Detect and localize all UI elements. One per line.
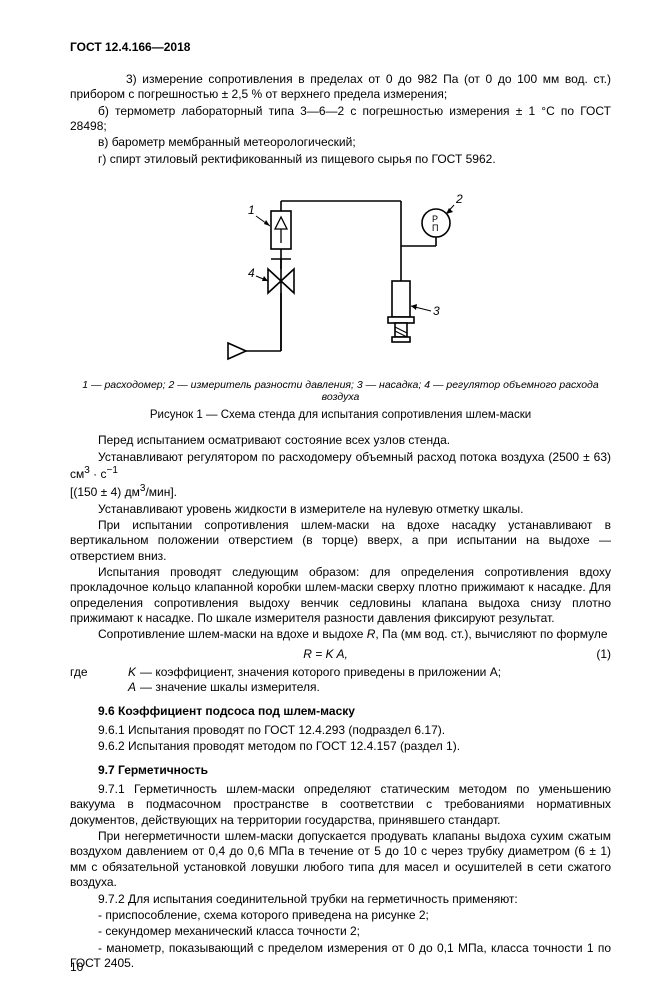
paragraph: в) барометр мембранный метеорологический… xyxy=(70,135,611,150)
superscript: −1 xyxy=(106,465,117,476)
where-line: A — значение шкалы измерителя. xyxy=(70,680,611,695)
diagram-parts-caption: 1 — расходомер; 2 — измеритель разности … xyxy=(70,379,611,403)
svg-text:4: 4 xyxy=(248,266,255,280)
where-line: где K — коэффициент, значения которого п… xyxy=(70,665,611,680)
paragraph: 9.7.2 Для испытания соединительной трубк… xyxy=(70,892,611,907)
page: ГОСТ 12.4.166—2018 3) измерение сопротив… xyxy=(0,0,661,1002)
formula-expr: R = K A, xyxy=(70,647,581,661)
text-run: Сопротивление шлем-маски на вдохе и выдо… xyxy=(98,627,367,641)
svg-text:1: 1 xyxy=(248,203,255,217)
text-run: /мин]. xyxy=(145,485,177,499)
paragraph: При испытании сопротивления шлем-маски н… xyxy=(70,518,611,564)
svg-text:3: 3 xyxy=(433,304,440,318)
list-item: - приспособление, схема которого приведе… xyxy=(70,908,611,923)
diagram-title: Рисунок 1 — Схема стенда для испытания с… xyxy=(70,409,611,421)
paragraph: Сопротивление шлем-маски на вдохе и выдо… xyxy=(70,627,611,642)
paragraph: 9.6.1 Испытания проводят по ГОСТ 12.4.29… xyxy=(70,723,611,738)
formula-number: (1) xyxy=(581,647,611,661)
section-heading: 9.7 Герметичность xyxy=(70,763,611,778)
where-prefix: где xyxy=(70,665,98,680)
text-run: [(150 ± 4) дм xyxy=(70,485,140,499)
list-item: - секундомер механический класса точност… xyxy=(70,924,611,939)
where-text: — значение шкалы измерителя. xyxy=(140,680,320,695)
where-text: — коэффициент, значения которого приведе… xyxy=(140,665,501,680)
gost-header: ГОСТ 12.4.166—2018 xyxy=(70,40,611,54)
where-sym: A xyxy=(98,680,140,695)
where-sym: K xyxy=(98,665,140,680)
text-run: Устанавливают регулятором по расходомеру… xyxy=(70,450,611,481)
paragraph: Испытания проводят следующим образом: дл… xyxy=(70,565,611,626)
paragraph: Перед испытанием осматривают состояние в… xyxy=(70,433,611,448)
paragraph: 3) измерение сопротивления в пределах от… xyxy=(70,72,611,103)
page-number: 10 xyxy=(70,960,83,974)
paragraph: Устанавливают уровень жидкости в измерит… xyxy=(70,502,611,517)
paragraph: 9.7.1 Герметичность шлем-маски определяю… xyxy=(70,782,611,828)
text-run: · с xyxy=(90,467,107,481)
svg-text:2: 2 xyxy=(455,192,463,206)
formula: R = K A, (1) xyxy=(70,647,611,661)
paragraph: [(150 ± 4) дм3/мин]. xyxy=(70,483,611,500)
text-run: , Па (мм вод. ст.), вычисляют по формуле xyxy=(375,627,607,641)
paragraph: г) спирт этиловый ректификованный из пищ… xyxy=(70,152,611,167)
paragraph: Устанавливают регулятором по расходомеру… xyxy=(70,450,611,483)
paragraph: б) термометр лабораторный типа 3—6—2 с п… xyxy=(70,104,611,135)
paragraph: 9.6.2 Испытания проводят методом по ГОСТ… xyxy=(70,739,611,754)
paragraph: При негерметичности шлем-маски допускает… xyxy=(70,829,611,890)
section-heading: 9.6 Коэффициент подсоса под шлем-маску xyxy=(70,704,611,719)
diagram-figure: Р П 1 4 2 3 xyxy=(206,181,476,371)
list-item: - манометр, показывающий с пределом изме… xyxy=(70,941,611,972)
gauge-label-p: П xyxy=(432,223,438,233)
